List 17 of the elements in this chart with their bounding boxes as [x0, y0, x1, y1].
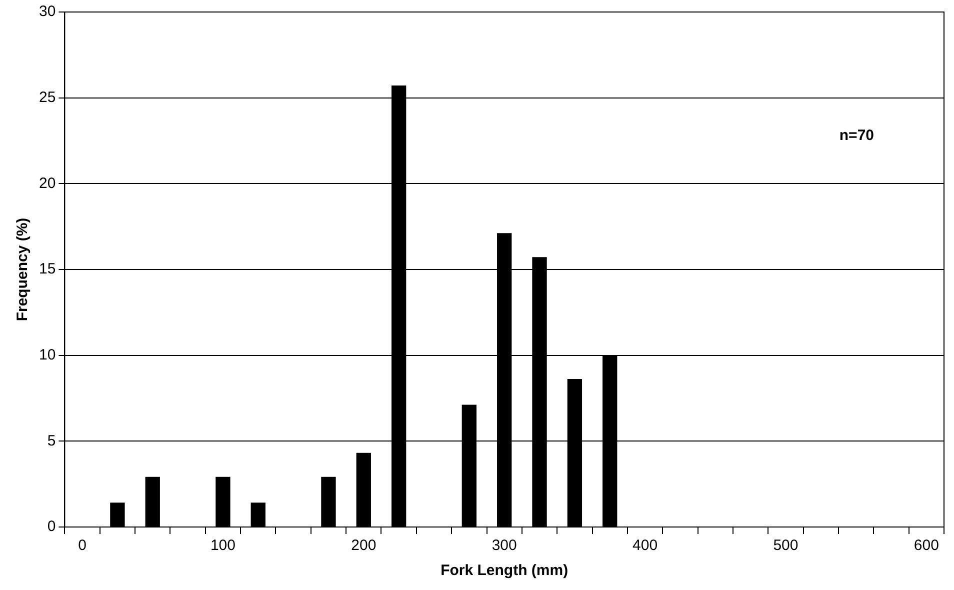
y-tick-label: 5: [47, 432, 56, 450]
x-tick-label: 100: [210, 537, 236, 554]
annotation: n=70: [839, 127, 874, 144]
y-tick-label: 20: [38, 174, 56, 192]
y-tick-label: 30: [38, 3, 56, 20]
x-tick-label: 400: [632, 537, 658, 554]
x-tick-label: 600: [914, 537, 939, 554]
x-tick-label: 0: [78, 537, 86, 554]
x-tick-label: 200: [351, 537, 376, 554]
x-tick-label: 300: [492, 537, 517, 554]
y-tick-label: 10: [38, 346, 56, 364]
y-axis-title: Frequency (%): [14, 218, 32, 322]
x-tick-label: 500: [773, 537, 798, 554]
x-axis-title: Fork Length (mm): [440, 562, 568, 580]
y-tick-label: 15: [38, 260, 56, 278]
y-tick-label: 25: [38, 88, 56, 106]
y-tick-label: 0: [47, 518, 56, 536]
